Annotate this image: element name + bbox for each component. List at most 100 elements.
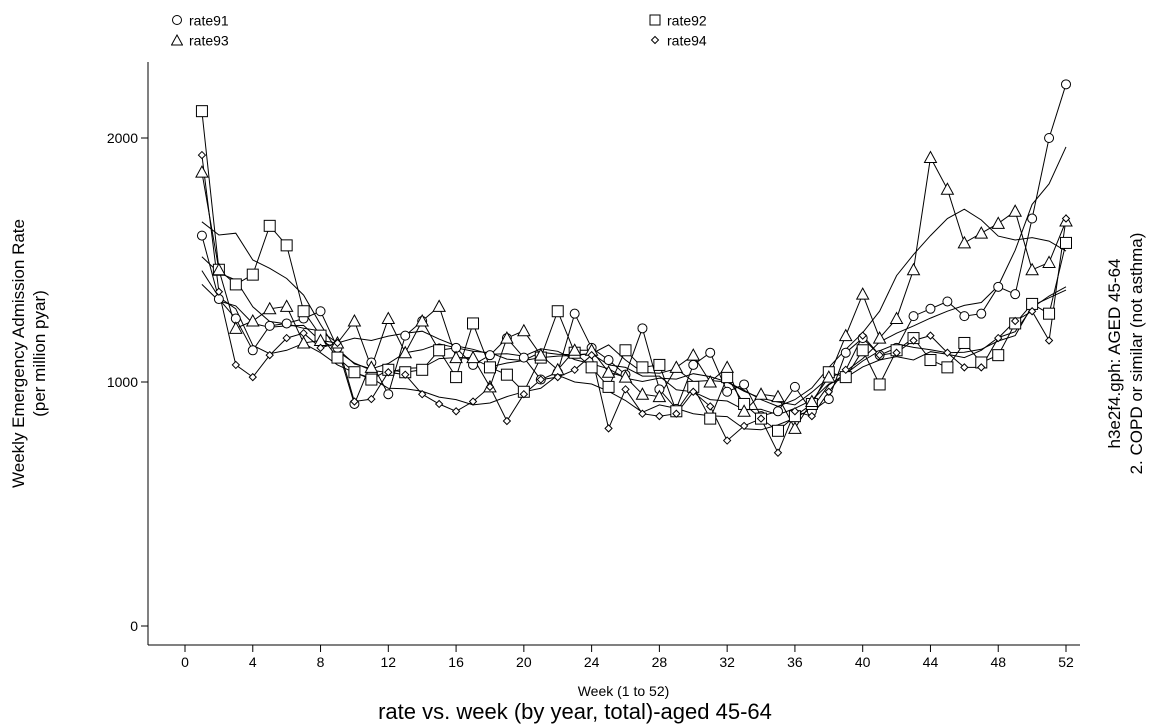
point-rate94: [333, 338, 342, 348]
point-rate93: [296, 335, 311, 349]
point-rate94: [197, 150, 207, 160]
point-rate93: [398, 345, 413, 359]
point-rate92: [619, 344, 632, 357]
point-rate93: [635, 387, 650, 400]
point-rate92: [551, 305, 564, 318]
legend-diamond-icon: [650, 36, 660, 45]
point-rate93: [788, 421, 802, 434]
series-line-rate92: [201, 111, 1067, 432]
point-rate93: [500, 331, 514, 344]
point-rate92: [636, 361, 649, 374]
point-rate94: [468, 397, 478, 406]
point-rate93: [567, 343, 582, 356]
point-rate94: [909, 336, 918, 345]
point-rate94: [858, 331, 867, 340]
point-rate93: [245, 313, 260, 327]
point-rate93: [364, 360, 379, 373]
point-rate92: [856, 344, 869, 357]
legend-square-icon: [649, 14, 661, 26]
point-rate94: [722, 436, 732, 445]
point-rate93: [957, 235, 972, 249]
legend-item-rate94: rate94: [649, 31, 707, 48]
point-rate92: [924, 354, 937, 367]
point-rate93: [669, 360, 684, 373]
point-rate94: [875, 350, 884, 360]
point-rate91: [993, 281, 1004, 292]
x-tick-label: 24: [584, 654, 600, 670]
legend-triangle-icon: [170, 34, 184, 46]
point-rate94: [502, 416, 512, 426]
point-rate92: [195, 105, 208, 118]
point-rate91: [739, 379, 750, 390]
point-rate94: [672, 409, 681, 418]
point-rate92: [450, 371, 463, 384]
point-rate91: [840, 347, 851, 358]
x-tick-label: 36: [787, 654, 803, 670]
x-tick-label: 52: [1058, 654, 1074, 670]
side-note-line2: 2. COPD or similar (not asthma): [1127, 233, 1146, 475]
point-rate93: [381, 311, 396, 325]
point-rate91: [908, 311, 919, 322]
point-rate94: [994, 333, 1003, 343]
point-rate93: [923, 150, 938, 164]
point-rate91: [722, 386, 733, 397]
point-rate94: [638, 409, 647, 418]
x-axis-title: Week (1 to 52): [578, 683, 670, 699]
point-rate93: [838, 328, 853, 342]
point-rate94: [401, 370, 410, 379]
point-rate93: [466, 350, 480, 364]
x-tick-label: 40: [855, 654, 871, 670]
point-rate94: [943, 348, 952, 357]
point-rate94: [350, 397, 359, 406]
point-rate94: [299, 328, 308, 338]
x-tick-label: 44: [923, 654, 939, 670]
point-rate93: [991, 216, 1006, 229]
point-rate91: [281, 318, 292, 329]
point-rate91: [688, 359, 699, 370]
side-note-line1: h3e2f4.gph: AGED 45-64: [1105, 259, 1124, 449]
legend-item-rate92: rate92: [649, 11, 707, 28]
point-rate93: [737, 404, 751, 417]
point-rate92: [263, 219, 276, 232]
x-tick-label: 4: [249, 654, 257, 670]
point-rate94: [367, 394, 376, 404]
point-rate94: [960, 363, 969, 372]
point-rate94: [773, 448, 783, 457]
point-rate92: [653, 358, 666, 371]
point-rate94: [519, 389, 529, 399]
x-tick-label: 0: [181, 654, 189, 670]
point-rate92: [992, 349, 1005, 362]
y-tick-label: 2000: [107, 130, 138, 146]
legend-label-rate92: rate92: [667, 12, 707, 29]
point-rate93: [533, 348, 548, 361]
point-rate91: [484, 350, 495, 361]
point-rate93: [601, 365, 616, 378]
point-rate94: [739, 421, 749, 431]
point-rate94: [265, 350, 274, 360]
point-rate91: [247, 345, 258, 356]
point-rate94: [756, 414, 766, 423]
smoothed-line-rate92: [201, 221, 1067, 416]
point-rate92: [704, 412, 717, 425]
x-tick-label: 20: [516, 654, 532, 670]
point-rate94: [706, 402, 715, 411]
point-rate91: [772, 406, 783, 417]
point-rate94: [1044, 336, 1054, 345]
x-tick-label: 16: [448, 654, 464, 670]
point-rate91: [942, 296, 953, 307]
point-rate93: [974, 226, 989, 239]
point-rate93: [618, 370, 633, 383]
x-tick-label: 48: [990, 654, 1006, 670]
point-rate93: [228, 321, 243, 334]
point-rate91: [789, 381, 800, 392]
point-rate91: [925, 303, 936, 314]
point-rate91: [1044, 133, 1055, 143]
point-rate91: [569, 308, 580, 319]
point-rate93: [906, 262, 921, 276]
point-rate91: [705, 347, 716, 358]
point-rate94: [316, 343, 325, 353]
point-rate93: [415, 313, 430, 327]
legend-label-rate93: rate93: [189, 32, 229, 49]
point-rate93: [771, 389, 785, 403]
